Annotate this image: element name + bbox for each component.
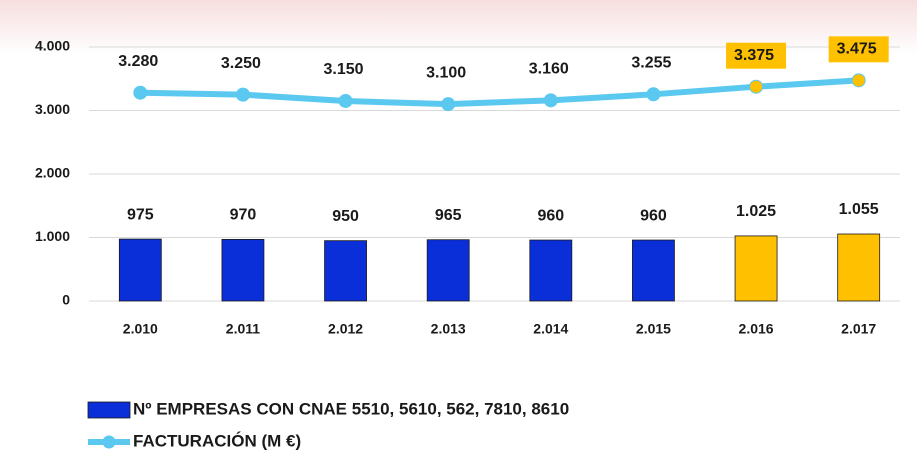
line-value-label: 3.100 bbox=[426, 64, 466, 81]
line-value-label: 3.160 bbox=[529, 61, 569, 78]
line bbox=[140, 77, 859, 108]
x-tick-label: 2.015 bbox=[636, 321, 671, 337]
line-marker bbox=[441, 97, 456, 112]
legend-swatch bbox=[87, 401, 131, 419]
x-tick-label: 2.011 bbox=[226, 321, 260, 337]
x-tick-label: 2.014 bbox=[533, 321, 568, 337]
legend-label: Nº EMPRESAS CON CNAE 5510, 5610, 562, 78… bbox=[133, 399, 569, 418]
bar-value-label: 970 bbox=[230, 207, 257, 224]
line-value-label: 3.375 bbox=[734, 47, 774, 64]
line-marker bbox=[338, 93, 353, 108]
value-label-box bbox=[828, 36, 889, 63]
y-tick-label: 3.000 bbox=[35, 101, 70, 117]
x-tick-label: 2.016 bbox=[739, 321, 774, 337]
line-marker bbox=[133, 85, 148, 100]
line-value-label: 3.280 bbox=[118, 53, 158, 70]
x-tick-label: 2.013 bbox=[431, 321, 466, 337]
line-value-label: 3.475 bbox=[837, 41, 877, 58]
legend-marker bbox=[102, 435, 116, 449]
bar bbox=[529, 239, 573, 302]
y-tick-label: 2.000 bbox=[35, 165, 70, 181]
bar bbox=[426, 239, 470, 302]
line-marker bbox=[235, 87, 250, 102]
line-value-label: 3.255 bbox=[631, 55, 671, 72]
bar-value-label: 960 bbox=[537, 207, 564, 224]
bar-value-label: 965 bbox=[435, 207, 462, 224]
bar bbox=[221, 239, 265, 302]
line-marker bbox=[543, 93, 558, 108]
y-tick-label: 0 bbox=[62, 292, 70, 308]
value-label-box bbox=[726, 42, 787, 69]
line-marker bbox=[646, 87, 661, 102]
y-tick-label: 4.000 bbox=[35, 38, 70, 54]
line-value-label: 3.150 bbox=[324, 61, 364, 78]
bar bbox=[632, 239, 675, 302]
y-tick-label: 1.000 bbox=[35, 228, 70, 244]
x-tick-label: 2.012 bbox=[328, 321, 363, 337]
bar bbox=[118, 238, 162, 302]
bar bbox=[837, 233, 881, 302]
line-marker bbox=[851, 73, 866, 88]
line-value-label: 3.250 bbox=[221, 55, 261, 72]
bar-value-label: 950 bbox=[332, 208, 359, 225]
x-tick-label: 2.010 bbox=[123, 321, 158, 337]
x-tick-label: 2.017 bbox=[841, 321, 876, 337]
bar bbox=[324, 240, 367, 302]
line-marker bbox=[749, 79, 764, 94]
bar-value-label: 1.025 bbox=[736, 203, 776, 220]
bar-value-label: 960 bbox=[640, 207, 667, 224]
legend-label: FACTURACIÓN (M €) bbox=[133, 431, 301, 450]
bar bbox=[734, 235, 778, 302]
bar-value-label: 975 bbox=[127, 206, 154, 223]
bar-value-label: 1.055 bbox=[839, 201, 879, 218]
